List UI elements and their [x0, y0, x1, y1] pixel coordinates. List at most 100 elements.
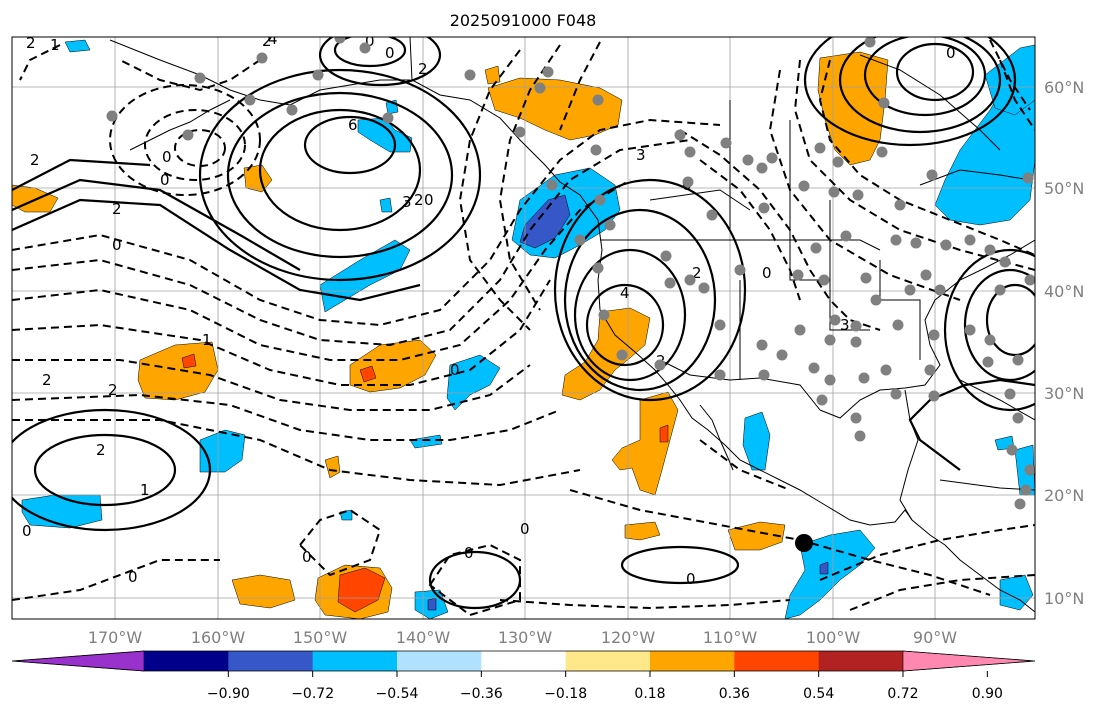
observation-dot: [824, 374, 836, 386]
lat-label: 50°N: [1044, 179, 1084, 198]
observation-dot: [984, 244, 996, 256]
colorbar-outline: [11, 650, 1036, 672]
contour-label: 0: [112, 236, 122, 254]
colorbar-segment: [481, 651, 567, 671]
map-panel: 2 4 0 0 2 1 2 2 0 0 6 3 2 0 2 1 2 2 0 0 …: [12, 30, 1035, 619]
observation-dot: [829, 314, 841, 326]
colorbar-extend-max: [902, 650, 1036, 672]
observation-dot: [850, 412, 862, 424]
observation-dot: [756, 162, 768, 174]
colorbar-extend-min: [11, 650, 145, 672]
observation-dot: [808, 362, 820, 374]
observation-dot: [574, 234, 586, 246]
observation-dot: [334, 37, 346, 44]
observation-dot: [684, 274, 696, 286]
observation-dot: [890, 234, 902, 246]
shade-blue: [64, 39, 91, 53]
observation-dot: [464, 69, 476, 81]
lon-label: 170°W: [88, 628, 143, 647]
observation-dot: [810, 242, 822, 254]
contour-label: 2: [26, 34, 36, 52]
observation-dot: [682, 176, 694, 188]
observation-dot: [994, 284, 1006, 296]
observation-dot: [920, 269, 932, 281]
shade-red: [337, 567, 386, 613]
observation-dot: [664, 277, 676, 289]
shade-blue: [446, 354, 501, 411]
observation-dot: [870, 294, 882, 306]
colorbar-segment: [144, 651, 229, 671]
contour-label: 1: [140, 481, 150, 499]
colorbar-tick-label: 0.54: [803, 686, 834, 702]
observation-dot: [854, 430, 866, 442]
observation-dot: [286, 104, 298, 116]
longitude-labels: 170°W 160°W 150°W 140°W 130°W 120°W 110°…: [88, 628, 957, 647]
observation-dot: [616, 349, 628, 361]
observation-dot: [592, 262, 604, 274]
observation-dot: [590, 144, 602, 156]
lon-label: 160°W: [191, 628, 246, 647]
observation-dot: [758, 369, 770, 381]
shade-orange: [137, 341, 219, 401]
observation-dot: [840, 230, 852, 242]
contour-label: 3: [402, 193, 412, 211]
shade-red: [659, 424, 669, 443]
observation-dot: [312, 69, 324, 81]
contour-label: 0: [160, 171, 170, 189]
observation-dot: [594, 194, 606, 206]
observation-dot: [256, 52, 268, 64]
colorbar-tick-label: 0.36: [719, 686, 750, 702]
observation-dot: [818, 274, 830, 286]
observation-dot: [892, 319, 904, 331]
lon-label: 150°W: [293, 628, 348, 647]
contour-label: 2: [112, 200, 122, 218]
observation-dot: [756, 339, 768, 351]
observation-dot: [244, 94, 256, 106]
contour-label: 4: [268, 30, 278, 48]
contour-label: 0: [450, 361, 460, 379]
lat-label: 40°N: [1044, 282, 1084, 301]
contour-label: 2: [418, 60, 428, 78]
lon-label: 100°W: [806, 628, 861, 647]
lat-label: 30°N: [1044, 384, 1084, 403]
observation-dot: [928, 390, 940, 402]
shade-dark-blue: [819, 561, 829, 575]
lat-label: 20°N: [1044, 486, 1084, 505]
observation-dot: [534, 82, 546, 94]
contour-label: 0: [946, 44, 956, 62]
colorbar-tick-label: −0.72: [291, 686, 334, 702]
gridlines: [12, 37, 1035, 619]
observation-dot: [542, 66, 554, 78]
observation-dot: [714, 319, 726, 331]
observation-dot: [894, 199, 906, 211]
observation-dot: [598, 309, 610, 321]
positive-contours: [12, 37, 1035, 610]
colorbar-segments: [144, 651, 904, 671]
observation-dot: [714, 369, 726, 381]
black-point-marker: [795, 534, 813, 552]
observation-dot: [766, 152, 778, 164]
observation-dot: [194, 72, 206, 84]
observation-dot: [814, 142, 826, 154]
contour-label: 2: [42, 371, 52, 389]
shade-orange: [243, 164, 273, 193]
colorbar-tick-label: −0.90: [207, 686, 250, 702]
contour-label: 2: [414, 191, 424, 209]
observation-dot: [674, 129, 686, 141]
observation-dot: [940, 239, 952, 251]
colorbar-segment: [734, 651, 820, 671]
contour-label: 6: [348, 116, 358, 134]
observation-dot: [654, 359, 666, 371]
observation-dot: [964, 324, 976, 336]
observation-dot: [546, 179, 558, 191]
shade-blue: [409, 434, 443, 449]
shade-blue: [784, 529, 876, 619]
shade-red: [181, 353, 197, 369]
observation-dot: [828, 186, 840, 198]
colorbar-tick-label: 0.72: [887, 686, 918, 702]
shade-red: [359, 365, 377, 383]
observation-dots: [106, 37, 1035, 510]
observation-dot: [514, 126, 526, 138]
colorbar-tick-label: 0.18: [634, 686, 665, 702]
colorbar-tick-label: 0.90: [972, 686, 1003, 702]
